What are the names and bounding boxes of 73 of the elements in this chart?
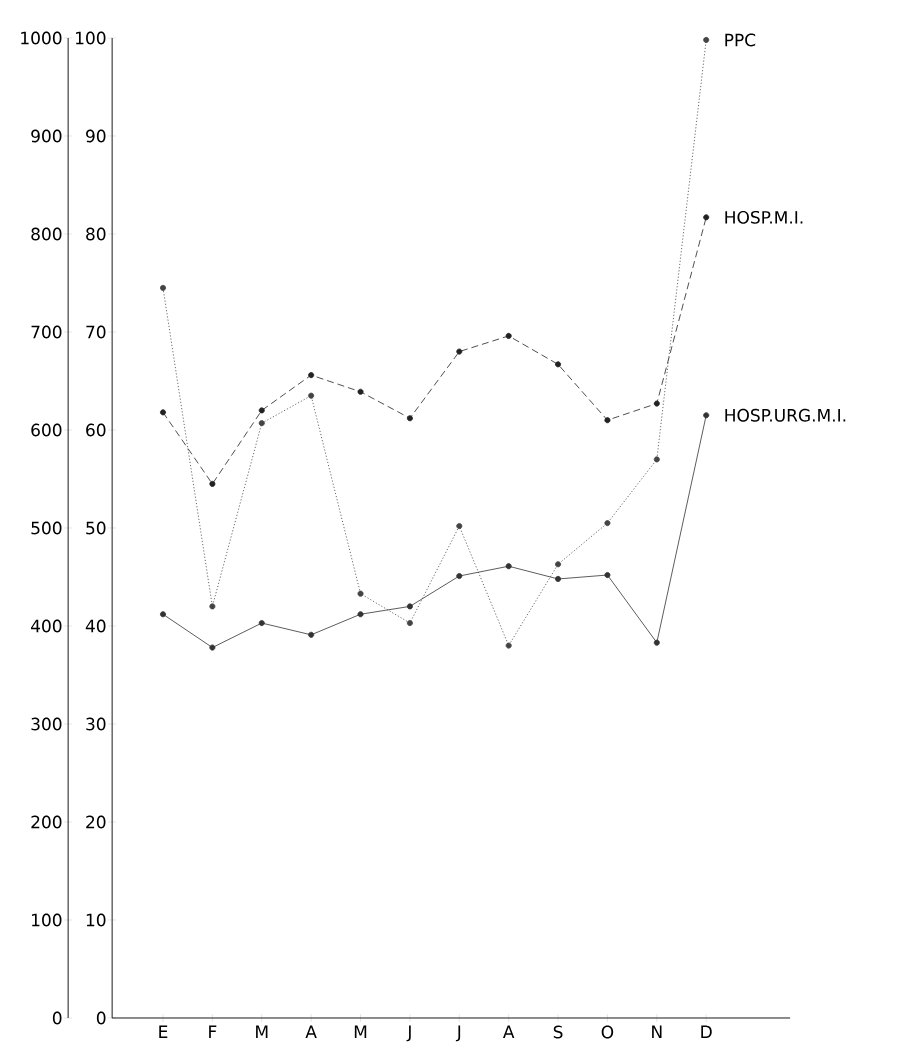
series-label: HOSP.M.I. (725, 210, 803, 224)
y2-tick-label: 50 (86, 521, 106, 535)
y-tick-label: 200 (31, 815, 62, 829)
y-tick-label: 0 (52, 1011, 62, 1025)
y2-tick-label: 30 (86, 717, 106, 731)
x-tick-label: M (354, 1025, 367, 1038)
y2-tick-label: 10 (86, 913, 106, 927)
y2-tick-label: 60 (86, 423, 106, 437)
point (555, 361, 562, 368)
x-tick-label: J (406, 1025, 411, 1042)
point (160, 611, 166, 618)
y2-tick-label: 100 (76, 31, 106, 45)
x-tick-label: S (553, 1025, 563, 1039)
point (505, 642, 512, 649)
x-tick-label: J (455, 1025, 461, 1042)
point (555, 575, 562, 582)
y2-tick-label: 70 (86, 325, 106, 339)
point (604, 572, 611, 579)
point (209, 644, 216, 651)
y2-tick-label: 80 (86, 227, 106, 241)
y-tick-label: 400 (30, 619, 62, 633)
point (357, 590, 364, 597)
x-tick-label: D (701, 1025, 712, 1038)
y-tick-label: 100 (32, 913, 62, 927)
point (209, 480, 216, 487)
y2-tick-label: 40 (85, 619, 106, 633)
y-tick-label: 1000 (21, 31, 62, 45)
y2-tick-label: 0 (96, 1011, 106, 1025)
y2-tick-label: 20 (86, 815, 106, 829)
point (160, 284, 166, 291)
x-tick-label: A (305, 1025, 317, 1038)
series-label: PPC (725, 33, 756, 47)
point (357, 611, 364, 618)
y-tick-label: 600 (31, 423, 62, 437)
point (406, 415, 413, 422)
x-tick-label: A (502, 1025, 515, 1038)
y-tick-label: 900 (31, 129, 62, 143)
point (456, 348, 463, 355)
y-tick-label: 500 (31, 521, 62, 535)
series-label: HOSP.URG.M.I. (725, 408, 846, 422)
point (209, 603, 216, 610)
point (308, 392, 315, 399)
point (604, 417, 611, 424)
point (703, 412, 710, 419)
point (160, 409, 166, 416)
point (308, 372, 315, 379)
x-tick-label: E (159, 1025, 168, 1038)
point (357, 388, 364, 395)
point (258, 407, 265, 414)
x-tick-label: M (256, 1025, 268, 1038)
y-tick-label: 800 (31, 227, 62, 241)
point (456, 523, 463, 530)
point (703, 36, 710, 43)
x-tick-label: O (601, 1025, 614, 1039)
point (406, 620, 413, 627)
point (505, 563, 512, 570)
x-tick-label: N (652, 1025, 662, 1038)
point (406, 603, 413, 610)
point (505, 332, 512, 339)
point (258, 420, 265, 427)
point (456, 573, 463, 580)
y2-tick-label: 90 (86, 129, 106, 143)
point (308, 631, 315, 638)
y-tick-label: 300 (31, 717, 62, 731)
point (703, 214, 710, 221)
point (258, 620, 265, 627)
point (653, 456, 660, 463)
point (604, 520, 611, 527)
x-tick-label: F (209, 1025, 217, 1038)
point (653, 639, 660, 646)
point (653, 400, 660, 407)
y-tick-label: 700 (31, 325, 62, 339)
point (555, 561, 562, 568)
